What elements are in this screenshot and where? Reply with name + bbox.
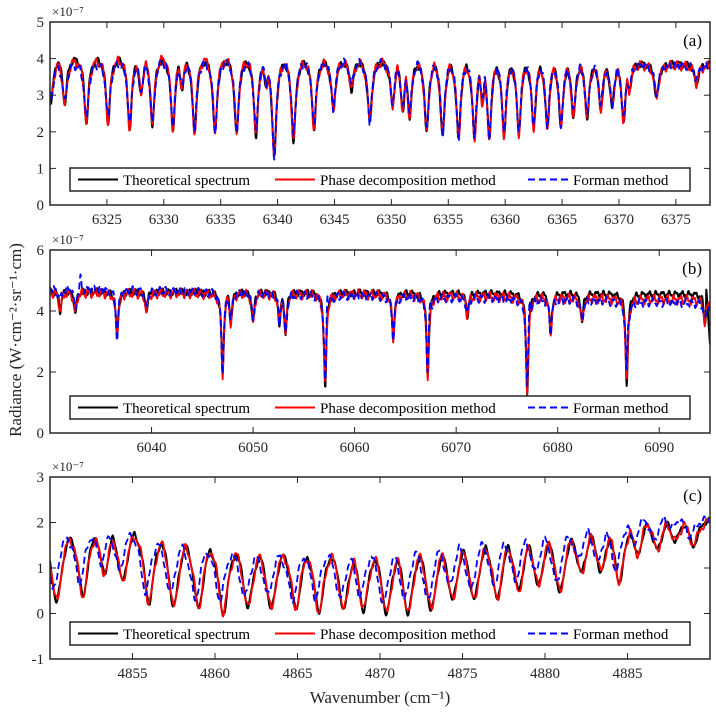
y-tick-label: 0: [37, 198, 45, 214]
panel-c: 4855 4860 4865 4870 4875 4880 4885 -1 0 1 2 3 ×10⁻⁷ (…: [32, 459, 711, 682]
axes-box: [49, 21, 711, 206]
legend: Theoretical spectrum Phase decomposition …: [69, 395, 691, 420]
x-tick-label: 6345: [319, 212, 349, 228]
legend-label: Forman method: [573, 401, 669, 417]
y-tick-label: 3: [37, 470, 45, 486]
y-tick-label: 2: [37, 516, 45, 532]
y-tick-label: 0: [37, 426, 45, 442]
x-tick-label: 4860: [200, 666, 230, 682]
x-tick-label: 6365: [547, 212, 577, 228]
y-tick-label: 5: [37, 15, 45, 31]
panel-label: (c): [683, 486, 702, 505]
panel-a: 6325 6330 6335 6340 6345 6350 6355 6360 6365 6370…: [37, 4, 711, 228]
legend-box: [69, 621, 691, 646]
series-group: [50, 273, 710, 396]
x-tick-label: 4870: [365, 666, 395, 682]
y-tick-label: 3: [37, 88, 45, 104]
x-tick-label: 4865: [283, 666, 313, 682]
y-exponent-label: ×10⁻⁷: [52, 459, 84, 474]
axes-box: [49, 249, 711, 434]
x-axis-label: Wavenumber (cm⁻¹): [310, 688, 451, 707]
legend-label: Theoretical spectrum: [123, 173, 250, 189]
x-tick-label: 6350: [376, 212, 406, 228]
x-tick-label: 6080: [543, 440, 573, 456]
y-tick-label: 4: [37, 304, 45, 320]
legend: Theoretical spectrum Phase decomposition …: [69, 167, 691, 192]
x-tick-label: 6330: [149, 212, 179, 228]
series-group: [50, 515, 710, 618]
y-tick-label: 1: [37, 161, 45, 177]
legend-box: [69, 395, 691, 420]
legend-label: Phase decomposition method: [320, 173, 496, 189]
x-tick-label: 4875: [448, 666, 478, 682]
legend-label: Phase decomposition method: [320, 627, 496, 643]
panel-label: (b): [682, 259, 702, 278]
x-tick-label: 6375: [661, 212, 691, 228]
series-forman-line: [50, 57, 710, 161]
legend-label: Forman method: [573, 627, 669, 643]
legend: Theoretical spectrum Phase decomposition …: [69, 621, 691, 646]
legend-label: Phase decomposition method: [320, 401, 496, 417]
y-tick-label: 2: [37, 365, 45, 381]
y-tick-label: 0: [37, 607, 45, 623]
x-tick-label: 6070: [441, 440, 471, 456]
x-tick-label: 6370: [604, 212, 634, 228]
series-forman-line: [50, 515, 710, 604]
legend-label: Forman method: [573, 173, 669, 189]
x-tick-label: 6060: [340, 440, 370, 456]
legend-label: Theoretical spectrum: [123, 627, 250, 643]
x-tick-label: 4885: [613, 666, 643, 682]
x-tick-label: 6340: [263, 212, 293, 228]
x-tick-label: 6040: [137, 440, 167, 456]
y-tick-label: -1: [32, 652, 45, 668]
y-tick-label: 6: [37, 243, 45, 259]
x-tick-label: 6090: [644, 440, 674, 456]
series-phase-decomposition-line: [50, 518, 710, 618]
legend-label: Theoretical spectrum: [123, 401, 250, 417]
y-exponent-label: ×10⁻⁷: [52, 232, 84, 247]
y-axis-label: Radiance (W·cm⁻²·sr⁻¹·cm): [6, 243, 25, 437]
series-forman-line: [50, 273, 710, 387]
x-tick-label: 4880: [530, 666, 560, 682]
x-tick-label: 6335: [206, 212, 236, 228]
y-tick-label: 4: [37, 52, 45, 68]
x-tick-label: 6360: [490, 212, 520, 228]
series-group: [50, 54, 710, 161]
x-tick-label: 6325: [92, 212, 122, 228]
x-tick-label: 4855: [118, 666, 148, 682]
y-tick-label: 1: [37, 561, 45, 577]
panel-b: 6040 6050 6060 6070 6080 6090 0 2 4 6 ×10⁻⁷ (b) Theo…: [37, 232, 711, 456]
y-tick-label: 2: [37, 125, 45, 141]
x-tick-label: 6050: [238, 440, 268, 456]
legend-box: [69, 167, 691, 192]
x-tick-label: 6355: [433, 212, 463, 228]
y-exponent-label: ×10⁻⁷: [52, 4, 84, 19]
panel-label: (a): [683, 31, 702, 50]
